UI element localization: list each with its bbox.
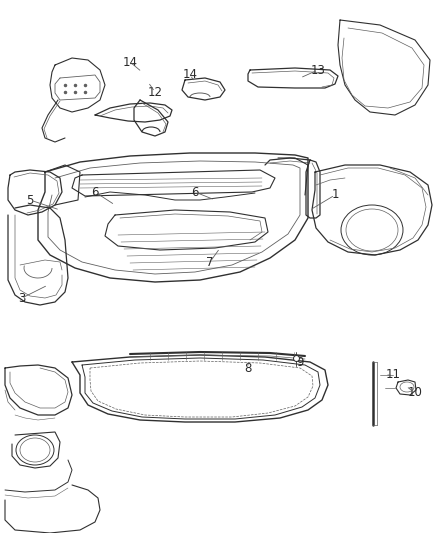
Text: 9: 9 <box>296 356 304 368</box>
Text: 5: 5 <box>26 193 34 206</box>
Text: 14: 14 <box>183 69 198 82</box>
Text: 11: 11 <box>385 368 400 382</box>
Text: 13: 13 <box>311 63 325 77</box>
Text: 10: 10 <box>408 386 422 400</box>
Text: 7: 7 <box>206 255 214 269</box>
Text: 6: 6 <box>91 185 99 198</box>
Text: 14: 14 <box>123 55 138 69</box>
Text: 1: 1 <box>331 189 339 201</box>
Text: 6: 6 <box>191 185 199 198</box>
Text: 3: 3 <box>18 292 26 304</box>
Text: 12: 12 <box>148 85 162 99</box>
Text: 8: 8 <box>244 361 252 375</box>
